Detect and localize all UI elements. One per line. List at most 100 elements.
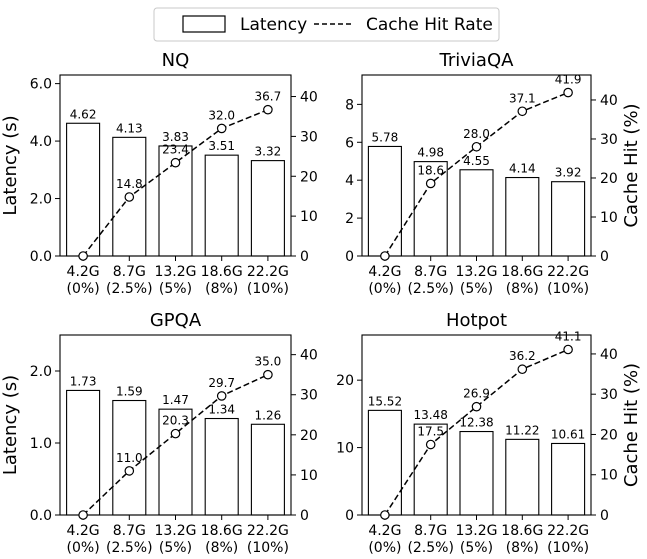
right-tick-label: 30 [300, 388, 318, 404]
cache-hit-value-label: 36.2 [509, 349, 536, 363]
panel-title: TriviaQA [439, 50, 515, 71]
cache-hit-line [82, 108, 269, 257]
right-tick-label: 20 [600, 171, 618, 187]
cache-hit-point [124, 192, 135, 202]
cache-hit-value-label: 35.0 [255, 355, 282, 369]
cache-hit-point [471, 141, 482, 152]
right-tick-label: 10 [300, 209, 318, 225]
left-tick-label: 6.0 [30, 77, 52, 93]
x-tick-label: 18.6G (8%) [501, 523, 543, 556]
right-tick-label: 0 [600, 249, 609, 265]
latency-value-label: 3.51 [208, 139, 235, 153]
x-tick-label: 22.2G (10%) [547, 523, 589, 556]
x-tick-label: 4.2G (0%) [368, 523, 401, 556]
latency-value-label: 1.34 [208, 403, 235, 417]
cache-hit-value-label: 17.5 [417, 425, 444, 439]
x-tick-label: 18.6G (8%) [201, 264, 243, 297]
chart-panel: GPQA 0.0 1.0 2.0 0 10 20 30 40 4.2G (0%)8.7G (2.5%)… [0, 310, 318, 556]
right-tick-label: 10 [300, 468, 318, 484]
latency-bar [367, 409, 402, 516]
cache-hit-value-label: 23.4 [162, 143, 189, 157]
x-tick-label: 18.6G (8%) [201, 523, 243, 556]
left-tick-label: 0 [345, 249, 354, 265]
left-tick-label: 6 [345, 135, 354, 151]
x-tick-label: 13.2G (5%) [154, 264, 196, 297]
cache-hit-point [78, 251, 88, 261]
cache-hit-point [216, 123, 227, 134]
latency-value-label: 13.48 [414, 408, 448, 422]
cache-hit-value-label: 37.1 [509, 91, 536, 105]
right-tick-label: 40 [600, 93, 618, 109]
cache-hit-value-label: 41.9 [555, 73, 582, 87]
latency-value-label: 3.83 [162, 130, 189, 144]
latency-value-label: 4.55 [463, 154, 490, 168]
latency-value-label: 1.73 [70, 374, 97, 388]
cache-hit-point [170, 157, 181, 168]
left-tick-label: 10 [336, 441, 354, 457]
latency-value-label: 10.61 [551, 427, 585, 441]
cache-hit-value-label: 18.6 [417, 163, 444, 177]
x-tick-label: 8.7G (2.5%) [106, 523, 153, 556]
x-tick-label: 18.6G (8%) [501, 264, 543, 297]
cache-hit-point [124, 466, 135, 476]
cache-hit-point [216, 391, 227, 401]
left-tick-label: 2 [345, 211, 354, 227]
right-tick-label: 20 [300, 169, 318, 185]
latency-bar [505, 438, 540, 516]
cache-hit-point [263, 104, 273, 115]
x-tick-label: 22.2G (10%) [247, 264, 289, 297]
right-tick-label: 40 [300, 90, 318, 106]
cache-hit-point [471, 401, 482, 412]
latency-value-label: 4.14 [509, 162, 536, 176]
latency-value-label: 1.59 [116, 385, 143, 399]
latency-bar [204, 154, 239, 257]
y2-axis-label: Cache Hit (%) [621, 363, 642, 487]
x-tick-label: 4.2G (0%) [368, 264, 401, 297]
x-tick-label: 22.2G (10%) [547, 264, 589, 297]
left-tick-label: 0 [345, 508, 354, 524]
latency-bar [367, 145, 402, 257]
y-axis-label: Latency (s) [0, 115, 21, 215]
latency-value-label: 15.52 [368, 394, 402, 408]
x-tick-label: 8.7G (2.5%) [407, 523, 454, 556]
latency-value-label: 4.62 [70, 107, 97, 121]
right-tick-label: 10 [600, 210, 618, 226]
cache-hit-value-label: 20.3 [162, 414, 189, 428]
panel-title: Hotpot [446, 310, 507, 331]
cache-hit-point [170, 428, 181, 439]
latency-value-label: 1.26 [255, 408, 282, 422]
latency-value-label: 5.78 [372, 130, 399, 144]
right-tick-label: 0 [300, 249, 309, 265]
cache-hit-point [517, 106, 528, 117]
legend-line-label: Cache Hit Rate [366, 15, 493, 35]
x-tick-label: 13.2G (5%) [154, 523, 196, 556]
latency-value-label: 11.22 [505, 423, 539, 437]
right-tick-label: 20 [300, 428, 318, 444]
left-tick-label: 20 [336, 373, 354, 389]
left-tick-label: 4.0 [30, 134, 52, 150]
latency-value-label: 1.47 [162, 393, 189, 407]
right-tick-label: 10 [600, 468, 618, 484]
cache-hit-point [263, 369, 273, 380]
latency-bar [66, 122, 101, 257]
x-tick-label: 4.2G (0%) [67, 264, 100, 297]
latency-value-label: 4.13 [116, 121, 143, 135]
left-tick-label: 2.0 [30, 192, 52, 208]
cache-hit-point [425, 178, 436, 189]
legend: Latency Cache Hit Rate [153, 7, 500, 42]
latency-bar [551, 181, 586, 257]
latency-bar [459, 430, 494, 516]
right-tick-label: 20 [600, 427, 618, 443]
left-tick-label: 1.0 [30, 436, 52, 452]
latency-bar [158, 408, 193, 516]
cache-hit-value-label: 11.0 [116, 451, 143, 465]
left-tick-label: 4 [345, 173, 354, 189]
cache-hit-line [384, 348, 569, 516]
latency-bar [66, 389, 101, 516]
x-tick-label: 13.2G (5%) [455, 523, 497, 556]
cache-hit-value-label: 14.8 [116, 177, 143, 191]
cache-hit-value-label: 36.7 [255, 90, 282, 104]
legend-bar-label: Latency [240, 15, 307, 35]
